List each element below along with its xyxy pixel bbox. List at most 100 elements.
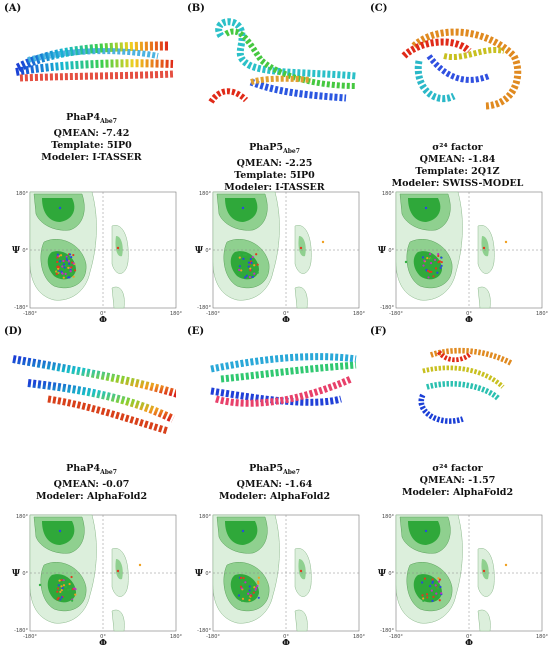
y-tick-label: 180°: [382, 191, 395, 197]
x-tick-label: -180°: [206, 634, 220, 640]
y-tick-label: 0°: [205, 571, 211, 577]
residue-point: [56, 256, 59, 259]
residue-point: [62, 274, 65, 278]
residue-point: [241, 597, 245, 600]
allowed-region-bottom: [111, 286, 125, 309]
residue-point: [252, 591, 255, 594]
residue-point: [244, 581, 247, 584]
residue-point-outlier: [424, 529, 428, 533]
residue-point: [73, 269, 77, 272]
left-handed-helix-core: [115, 559, 123, 580]
residue-point: [437, 254, 440, 258]
template-id: Template: 5IP0: [234, 169, 315, 181]
residue-point: [437, 252, 440, 256]
residue-point: [425, 593, 429, 596]
residue-point: [57, 584, 60, 587]
residue-point: [56, 590, 59, 593]
residue-point: [245, 274, 248, 277]
residue-point-outlier: [504, 563, 508, 567]
psi-axis-label: Ψ: [12, 569, 21, 579]
x-tick-label: -180°: [389, 634, 403, 640]
residue-point: [437, 261, 440, 264]
residue-point: [247, 265, 250, 268]
residue-point: [239, 576, 243, 580]
residue-point: [428, 270, 431, 273]
x-tick-label: 180°: [170, 311, 182, 317]
residue-point-outlier: [58, 206, 62, 210]
residue-point: [61, 587, 64, 590]
residue-point-outlier: [38, 583, 42, 587]
residue-point: [250, 594, 253, 597]
residue-point: [70, 255, 73, 259]
residue-point: [248, 599, 251, 602]
model-caption: σ²⁴ factor QMEAN: -1.57 Modeler: AlphaFo…: [366, 463, 549, 499]
residue-point-outlier: [482, 246, 486, 250]
residue-point: [60, 585, 63, 588]
y-tick-label: -180°: [380, 628, 394, 634]
panel-letter: (D): [4, 326, 23, 337]
panel-d: (D) PhaP4Abe7 QMEAN: -0.07 Modeler: Alph…: [0, 323, 183, 646]
residue-point-outlier: [241, 206, 245, 210]
residue-point: [57, 267, 60, 270]
qmean-score: QMEAN: -7.42: [53, 127, 130, 139]
residue-point: [253, 586, 256, 589]
residue-point: [69, 588, 72, 591]
residue-point-outlier: [299, 246, 303, 250]
residue-point-outlier: [424, 206, 428, 210]
modeler-name: Modeler: AlphaFold2: [35, 490, 148, 502]
residue-point: [238, 256, 241, 259]
panel-letter: (F): [370, 326, 387, 337]
panel-a: (A) PhaP4Abe7 QMEAN: -7.42 Template: 5IP…: [0, 0, 183, 323]
residue-point: [440, 261, 443, 264]
ramachandran-plot: -180° 0° 180° 180° 0° -180° Φ Ψ: [370, 186, 548, 322]
y-tick-label: 180°: [199, 514, 212, 520]
protein-structure-image: [208, 18, 357, 104]
left-handed-helix-core: [298, 559, 306, 580]
residue-point: [422, 599, 425, 602]
residue-point: [60, 596, 63, 599]
alpha-helix-core: [413, 251, 442, 280]
allowed-region-bottom: [477, 286, 491, 309]
x-tick-label: 180°: [353, 311, 365, 317]
residue-point: [251, 583, 254, 586]
residue-point: [240, 587, 243, 590]
residue-point: [71, 599, 74, 602]
residue-point: [61, 272, 64, 275]
residue-point: [253, 264, 256, 267]
residue-point-outlier: [138, 563, 142, 567]
model-caption: PhaP5Abe7 QMEAN: -2.25 Template: 5IP0 Mo…: [183, 142, 366, 194]
y-tick-label: -180°: [14, 628, 28, 634]
residue-point: [56, 260, 59, 264]
ramachandran-plot: -180° 0° 180° 180° 0° -180° Φ Ψ: [4, 509, 182, 645]
template-id: Template: 2Q1Z: [415, 166, 500, 177]
residue-point: [62, 259, 65, 263]
residue-point: [69, 270, 72, 273]
psi-axis-label: Ψ: [195, 246, 204, 256]
beta-sheet-core: [42, 521, 75, 545]
residue-point: [242, 257, 245, 260]
residue-point: [247, 592, 250, 595]
residue-point: [256, 584, 259, 588]
residue-point: [63, 266, 66, 269]
residue-point: [244, 276, 247, 279]
residue-point: [242, 576, 245, 580]
residue-point: [440, 256, 443, 259]
residue-point: [67, 266, 70, 269]
residue-point: [242, 582, 245, 585]
residue-point: [60, 270, 63, 273]
residue-point: [64, 585, 68, 589]
strain-subscript: Abe7: [100, 117, 117, 125]
residue-point: [68, 262, 71, 265]
protein-name: PhaP4: [66, 112, 101, 123]
panel-c: (C) σ²⁴ factor QMEAN: -1.84 Template: 2Q…: [366, 0, 549, 323]
qmean-score: QMEAN: -1.57: [419, 475, 496, 486]
residue-point: [431, 599, 434, 602]
residue-point: [58, 276, 61, 279]
panel-e: (E) PhaP5Abe7 QMEAN: -1.64 Modeler: Alph…: [183, 323, 366, 646]
residue-point: [257, 580, 260, 583]
residue-point: [240, 599, 244, 603]
residue-point: [437, 580, 441, 583]
residue-point: [426, 596, 429, 599]
psi-axis-label: Ψ: [195, 569, 204, 579]
y-tick-label: 0°: [388, 571, 394, 577]
